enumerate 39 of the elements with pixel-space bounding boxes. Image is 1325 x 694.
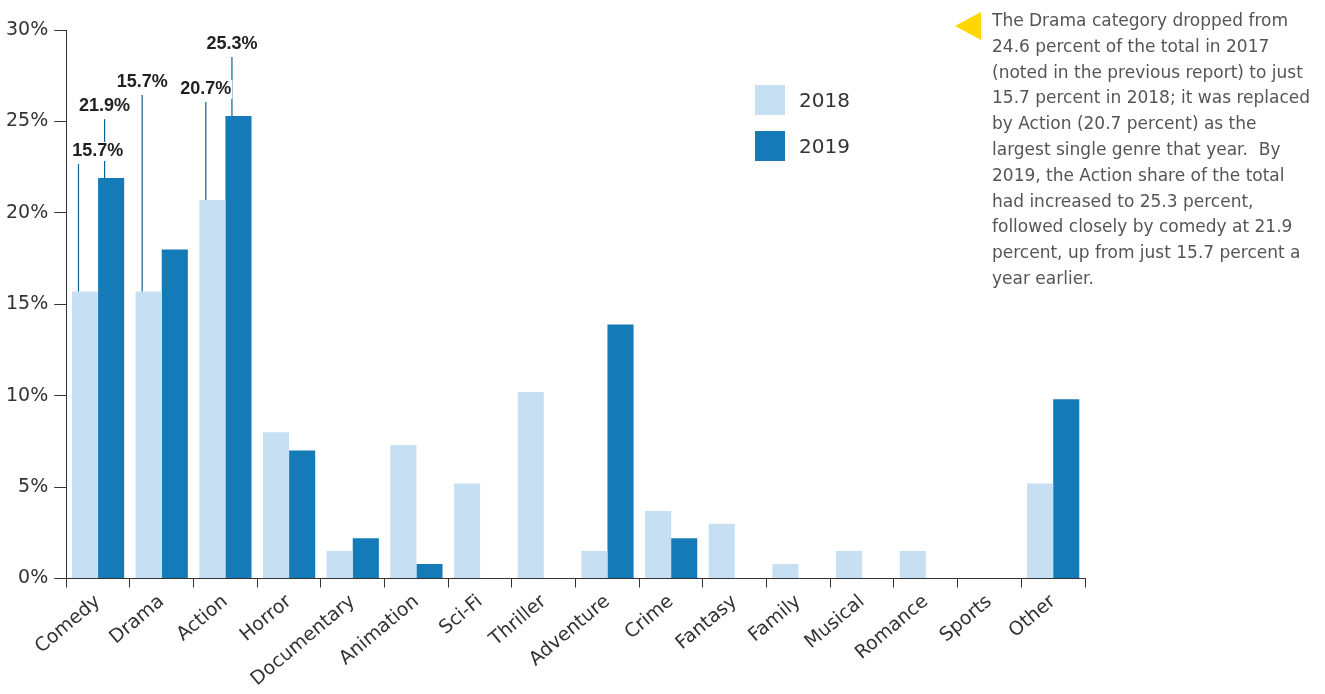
- bar: [262, 432, 290, 579]
- bar: [98, 178, 125, 579]
- y-tick-label: 5%: [18, 474, 49, 497]
- bar: [135, 291, 162, 579]
- bar: [326, 551, 353, 579]
- y-tick-label: 0%: [18, 565, 49, 588]
- y-tick-label: 30%: [6, 16, 49, 39]
- y-tick-label: 25%: [6, 108, 49, 131]
- bar: [607, 324, 634, 579]
- bar: [454, 483, 481, 579]
- bar: [1027, 483, 1054, 579]
- bar: [772, 563, 799, 579]
- y-tick-label: 10%: [6, 382, 49, 405]
- bar: [899, 551, 926, 579]
- data-label: 25.3%: [206, 32, 258, 53]
- y-tick-label: 15%: [6, 291, 49, 314]
- bar: [708, 523, 735, 579]
- bar: [836, 551, 863, 579]
- bar: [416, 563, 443, 579]
- bar: [581, 551, 608, 579]
- bar: [517, 392, 544, 579]
- bar: [671, 538, 698, 579]
- data-label: 21.9%: [79, 95, 131, 116]
- y-tick-label: 20%: [6, 199, 49, 222]
- bar: [161, 249, 188, 579]
- bar: [199, 200, 226, 579]
- bar: [289, 450, 316, 579]
- text: The Drama category dropped from 24.6 percent of the total in 2017 (noted in the previous report) to just 15.7 percent in 2018; it was replaced by Action (20.7 percent) as the largest single genre that year. By 2019, the Action share of the total had increased to 25.3 percent, followed closely by comedy at 21.9 percent, up from just 15.7 percent a year earlier.: [992, 10, 1311, 288]
- bar: [1053, 399, 1080, 579]
- bar: [645, 510, 672, 579]
- bar: [352, 538, 379, 579]
- bar: [225, 115, 252, 579]
- data-label: 15.7%: [72, 140, 124, 161]
- data-label: 20.7%: [180, 77, 232, 98]
- legend-label: 2019: [799, 134, 850, 158]
- bar: [71, 291, 99, 579]
- bar: [390, 445, 417, 579]
- legend-label: 2018: [799, 88, 850, 112]
- data-label: 15.7%: [116, 71, 168, 92]
